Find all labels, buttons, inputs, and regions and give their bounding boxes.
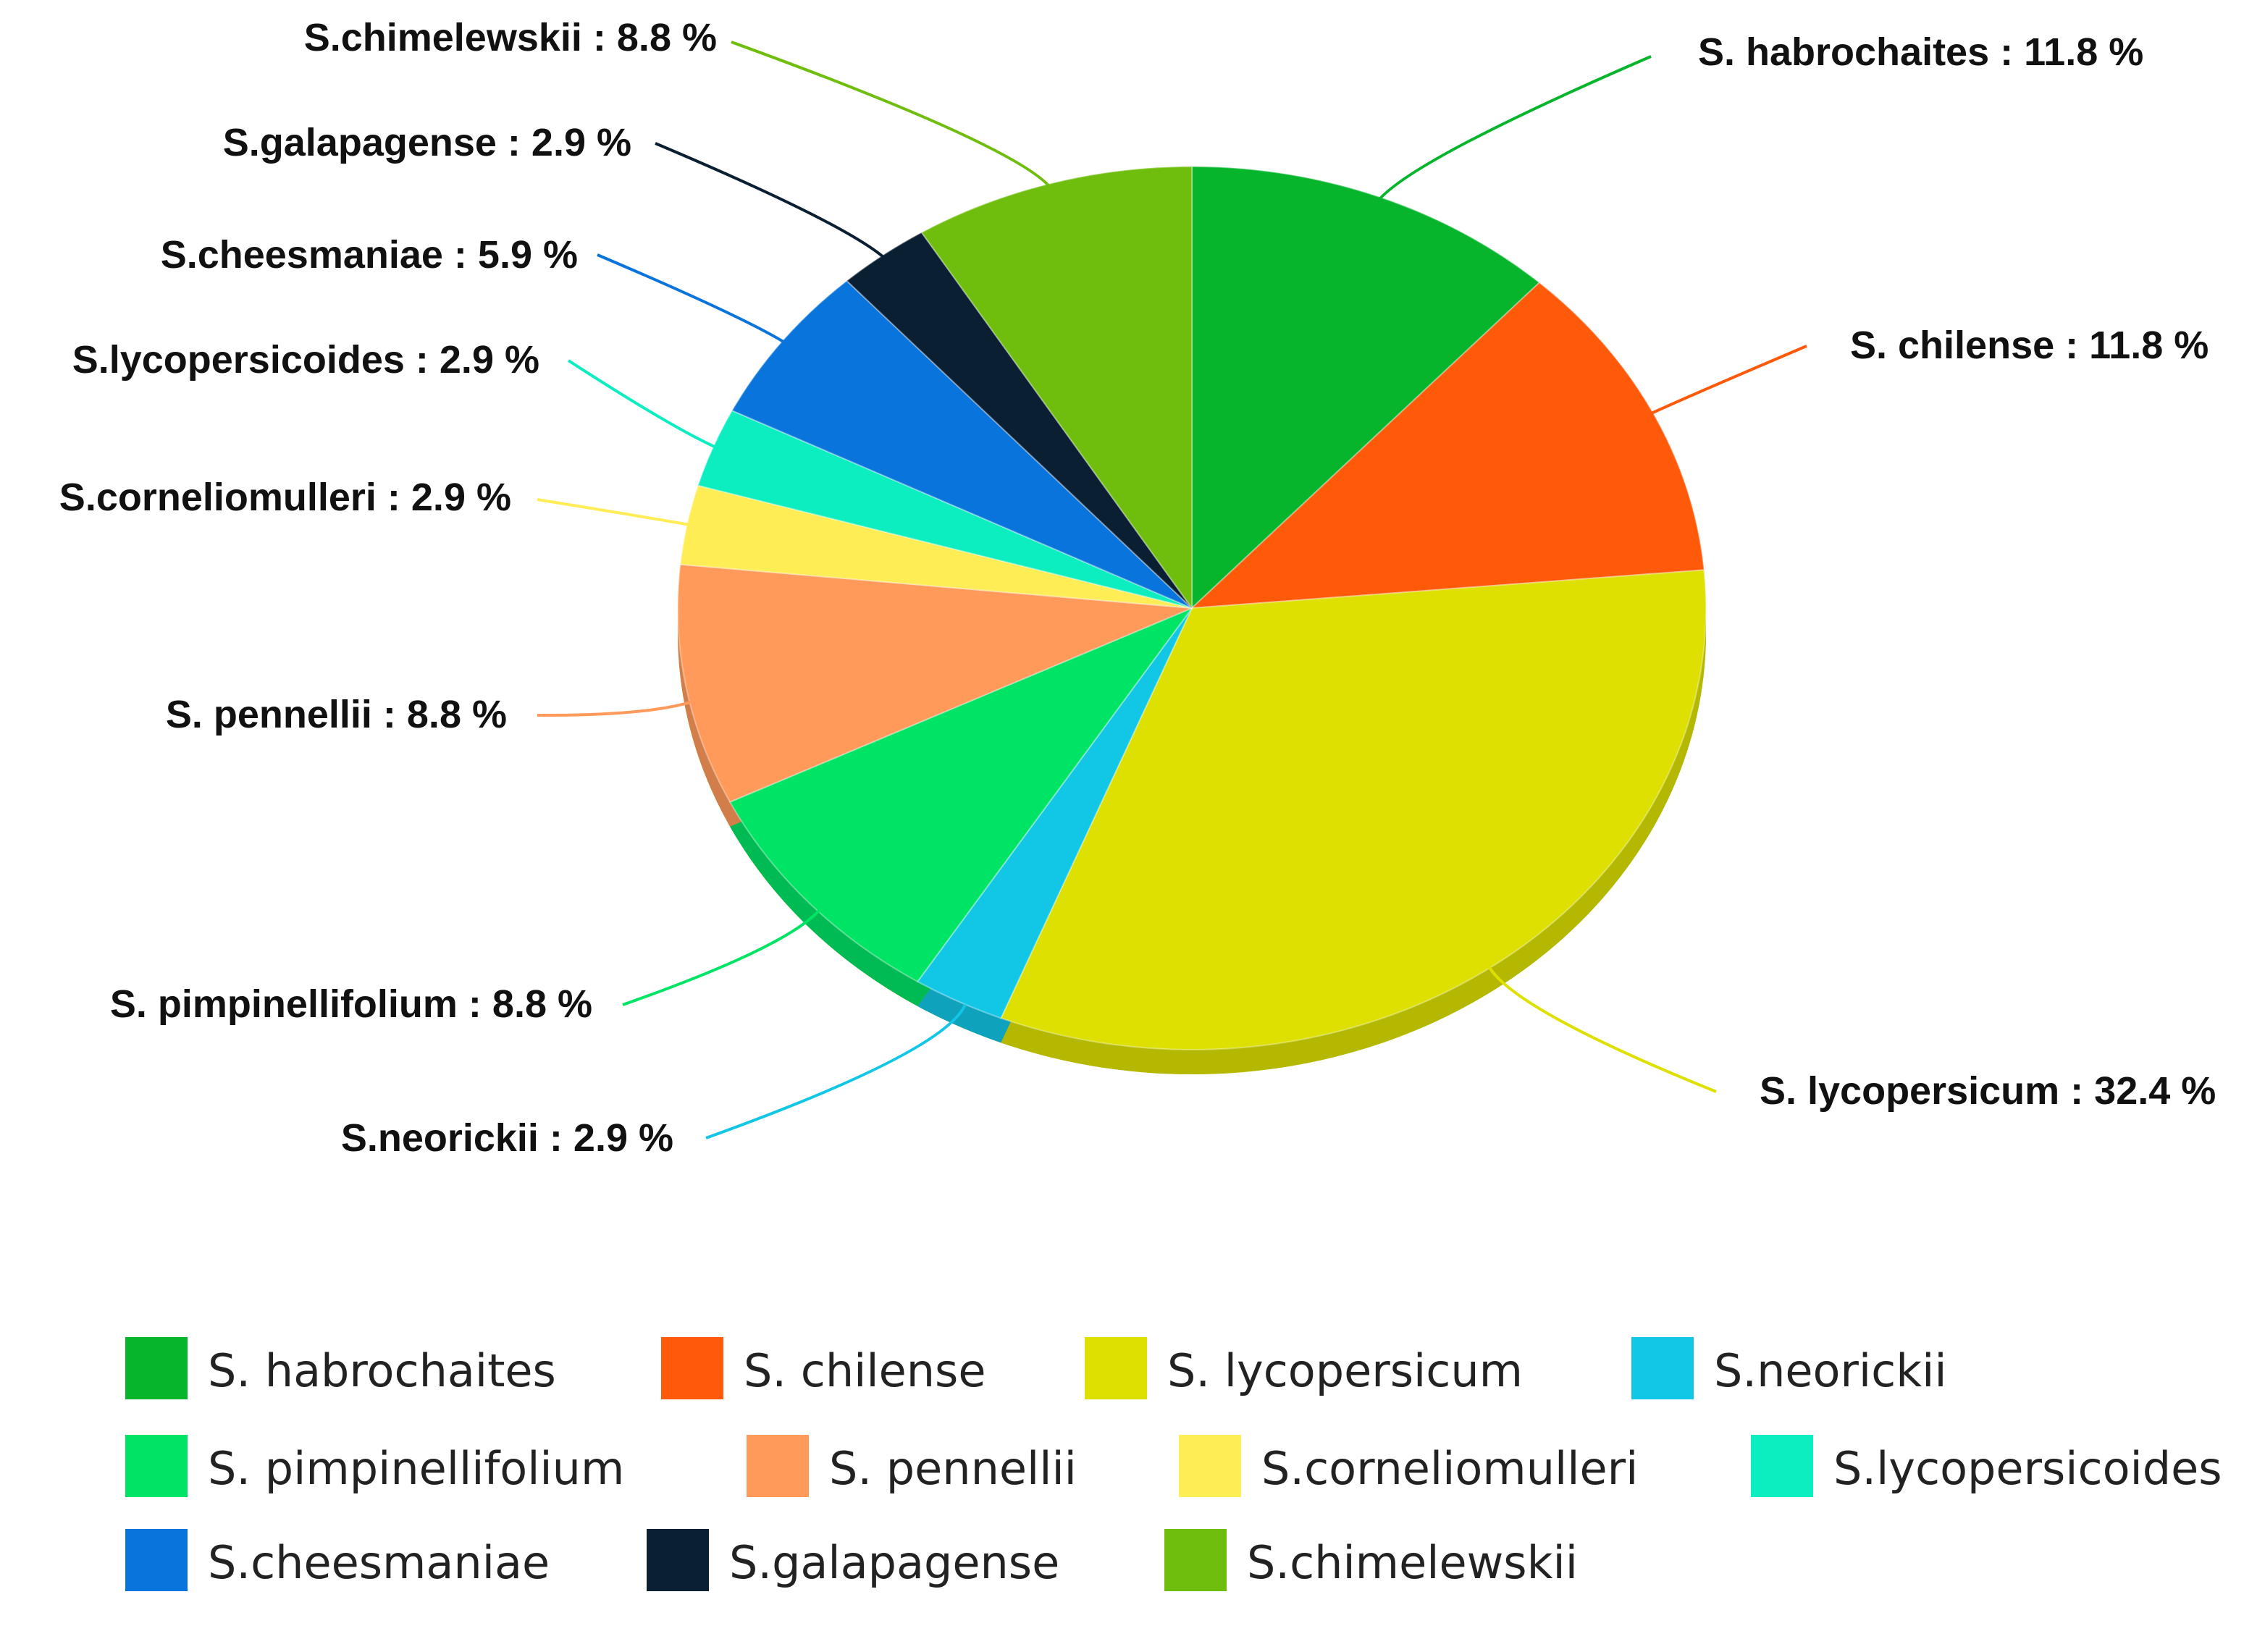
legend-label-s-cheesmaniae: S.cheesmaniae [208,1536,550,1589]
pie-slice-s-habrochaites [1191,165,1541,610]
legend-item-s-galapagense: S.galapagense [647,1529,1059,1591]
leader-line-s-chimelewskii [731,41,1057,197]
leader-line-s-pennellii [537,697,702,717]
legend-swatch-s-habrochaites [125,1337,188,1399]
legend-label-s-lycopersicum: S. lycopersicum [1167,1344,1523,1397]
slice-label-s-habrochaites: S. habrochaites : 11.8 % [1698,30,2143,74]
legend-swatch-s-neorickii [1631,1337,1694,1399]
legend-item-s-corneliomulleri: S.corneliomulleri [1179,1435,1638,1497]
slice-label-s-chilense: S. chilense : 11.8 % [1850,324,2209,367]
slice-label-s-lycopersicoides: S.lycopersicoides : 2.9 % [72,338,539,382]
legend-label-s-galapagense: S.galapagense [729,1536,1059,1589]
slice-label-s-chimelewskii: S.chimelewskii : 8.8 % [304,16,717,59]
leader-line-s-corneliomulleri [537,498,703,529]
slice-label-s-pimpinellifolium: S. pimpinellifolium : 8.8 % [110,982,592,1026]
legend-swatch-s-lycopersicum [1085,1337,1147,1399]
legend-swatch-s-cheesmaniae [125,1529,188,1591]
legend-item-s-lycopersicoides: S.lycopersicoides [1751,1435,2222,1497]
legend-swatch-s-galapagense [647,1529,709,1591]
legend-label-s-habrochaites: S. habrochaites [208,1344,556,1397]
pie-slice-s-pennellii [677,563,1193,804]
legend-label-s-lycopersicoides: S.lycopersicoides [1833,1442,2222,1495]
legend-label-s-corneliomulleri: S.corneliomulleri [1261,1442,1638,1495]
leader-line-s-chilense [1639,345,1807,421]
slice-label-s-galapagense: S.galapagense : 2.9 % [223,121,631,164]
legend-swatch-s-pennellii [747,1435,809,1497]
legend-item-s-neorickii: S.neorickii [1631,1337,1947,1399]
leader-line-s-neorickii [705,1003,967,1139]
leader-line-s-lycopersicum [1487,966,1717,1093]
slice-label-s-corneliomulleri: S.corneliomulleri : 2.9 % [59,476,511,519]
legend-label-s-neorickii: S.neorickii [1714,1344,1947,1397]
slice-label-s-pennellii: S. pennellii : 8.8 % [166,693,507,736]
legend-item-s-habrochaites: S. habrochaites [125,1337,556,1399]
legend-swatch-s-chilense [661,1337,723,1399]
legend-swatch-s-pimpinellifolium [125,1435,188,1497]
leader-line-s-galapagense [655,142,894,267]
legend-item-s-chilense: S. chilense [661,1337,986,1399]
legend-item-s-lycopersicum: S. lycopersicum [1085,1337,1523,1399]
legend-item-s-chimelewskii: S.chimelewskii [1164,1529,1578,1591]
legend-label-s-pennellii: S. pennellii [829,1442,1077,1495]
legend-label-s-chimelewskii: S.chimelewskii [1247,1536,1578,1589]
pie-slices [677,165,1707,1050]
slice-label-s-neorickii: S.neorickii : 2.9 % [341,1116,673,1160]
legend: S. habrochaites S. chilense S. lycopersicu… [125,1337,2222,1591]
legend-swatch-s-lycopersicoides [1751,1435,1813,1497]
legend-swatch-s-corneliomulleri [1179,1435,1241,1497]
legend-item-s-pennellii: S. pennellii [747,1435,1077,1497]
pie-slice-s-pimpinellifolium [728,606,1194,983]
pie-slice-s-chimelewskii [920,165,1193,611]
legend-item-s-cheesmaniae: S.cheesmaniae [125,1529,550,1591]
callout-leaders [537,41,1807,1139]
legend-label-s-chilense: S. chilense [744,1344,986,1397]
leader-line-s-pimpinellifolium [622,908,822,1006]
leader-line-s-lycopersicoides [567,359,728,454]
slice-label-s-cheesmaniae: S.cheesmaniae : 5.9 % [161,233,578,277]
pie-slice-s-neorickii [916,607,1193,1019]
leader-line-s-habrochaites [1371,55,1652,210]
slice-label-s-lycopersicum: S. lycopersicum : 32.4 % [1760,1069,2216,1113]
pie-slice-s-lycopersicum [999,569,1707,1050]
callout-labels: S. habrochaites : 11.8 % S. chilense : 11… [59,16,2216,1160]
legend-item-s-pimpinellifolium: S. pimpinellifolium [125,1435,624,1497]
legend-label-s-pimpinellifolium: S. pimpinellifolium [208,1442,624,1495]
legend-swatch-s-chimelewskii [1164,1529,1227,1591]
leader-line-s-cheesmaniae [597,253,796,350]
